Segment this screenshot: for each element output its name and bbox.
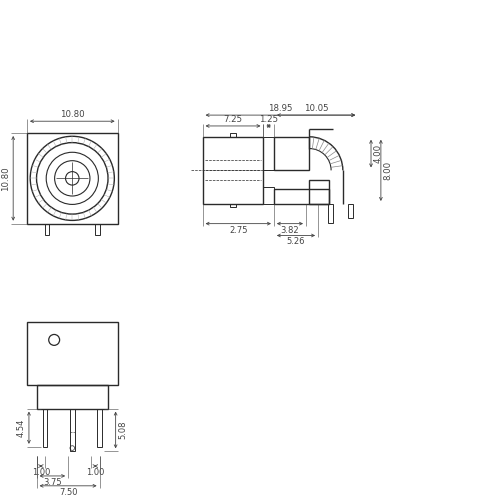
Bar (230, 204, 236, 208)
Bar (70, 408, 74, 452)
Text: 5.26: 5.26 (286, 238, 305, 246)
Bar (230, 134, 236, 137)
Text: 5.08: 5.08 (118, 420, 128, 439)
Bar (96, 224, 100, 235)
Text: 10.80: 10.80 (60, 110, 84, 119)
Bar (348, 204, 352, 218)
Text: 10.05: 10.05 (304, 104, 328, 113)
Bar (27, 133, 118, 224)
Bar (264, 137, 274, 170)
Text: 10.80: 10.80 (1, 166, 10, 190)
Bar (328, 204, 333, 223)
Bar (202, 137, 264, 204)
Bar (97, 408, 102, 447)
Text: 18.95: 18.95 (268, 104, 292, 113)
Text: 4.54: 4.54 (17, 418, 26, 437)
Text: 1.00: 1.00 (86, 468, 104, 477)
Text: 7.50: 7.50 (59, 488, 78, 497)
Bar (310, 180, 328, 204)
Text: 4.00: 4.00 (374, 144, 383, 163)
Bar (27, 322, 118, 385)
Bar (264, 187, 274, 204)
Bar (42, 408, 48, 447)
Text: 2.75: 2.75 (229, 226, 248, 234)
Text: 1.00: 1.00 (32, 468, 50, 477)
Text: 3.75: 3.75 (43, 478, 62, 487)
Bar (274, 189, 328, 204)
Bar (36, 385, 108, 408)
Bar (274, 137, 310, 170)
Text: 3.82: 3.82 (280, 226, 299, 234)
Text: 8.00: 8.00 (384, 161, 393, 180)
Text: 7.25: 7.25 (224, 115, 242, 124)
Bar (44, 224, 49, 235)
Text: 1.25: 1.25 (259, 115, 278, 124)
